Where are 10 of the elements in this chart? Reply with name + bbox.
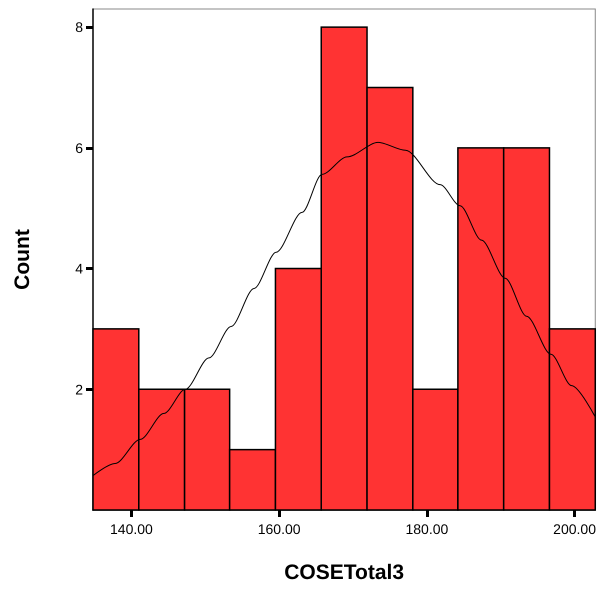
y-axis-title: Count xyxy=(11,229,34,290)
y-tick-label: 6 xyxy=(75,140,84,156)
x-tick-label: 180.00 xyxy=(405,521,448,537)
y-tick-label: 4 xyxy=(75,260,84,277)
y-tick-label: 2 xyxy=(75,381,84,398)
x-tick-label: 160.00 xyxy=(258,521,301,537)
x-axis-title: COSETotal3 xyxy=(284,561,404,584)
x-tick-label: 140.00 xyxy=(110,521,154,537)
x-tick-label: 200.00 xyxy=(553,521,596,537)
y-tick-label: 8 xyxy=(75,19,84,36)
